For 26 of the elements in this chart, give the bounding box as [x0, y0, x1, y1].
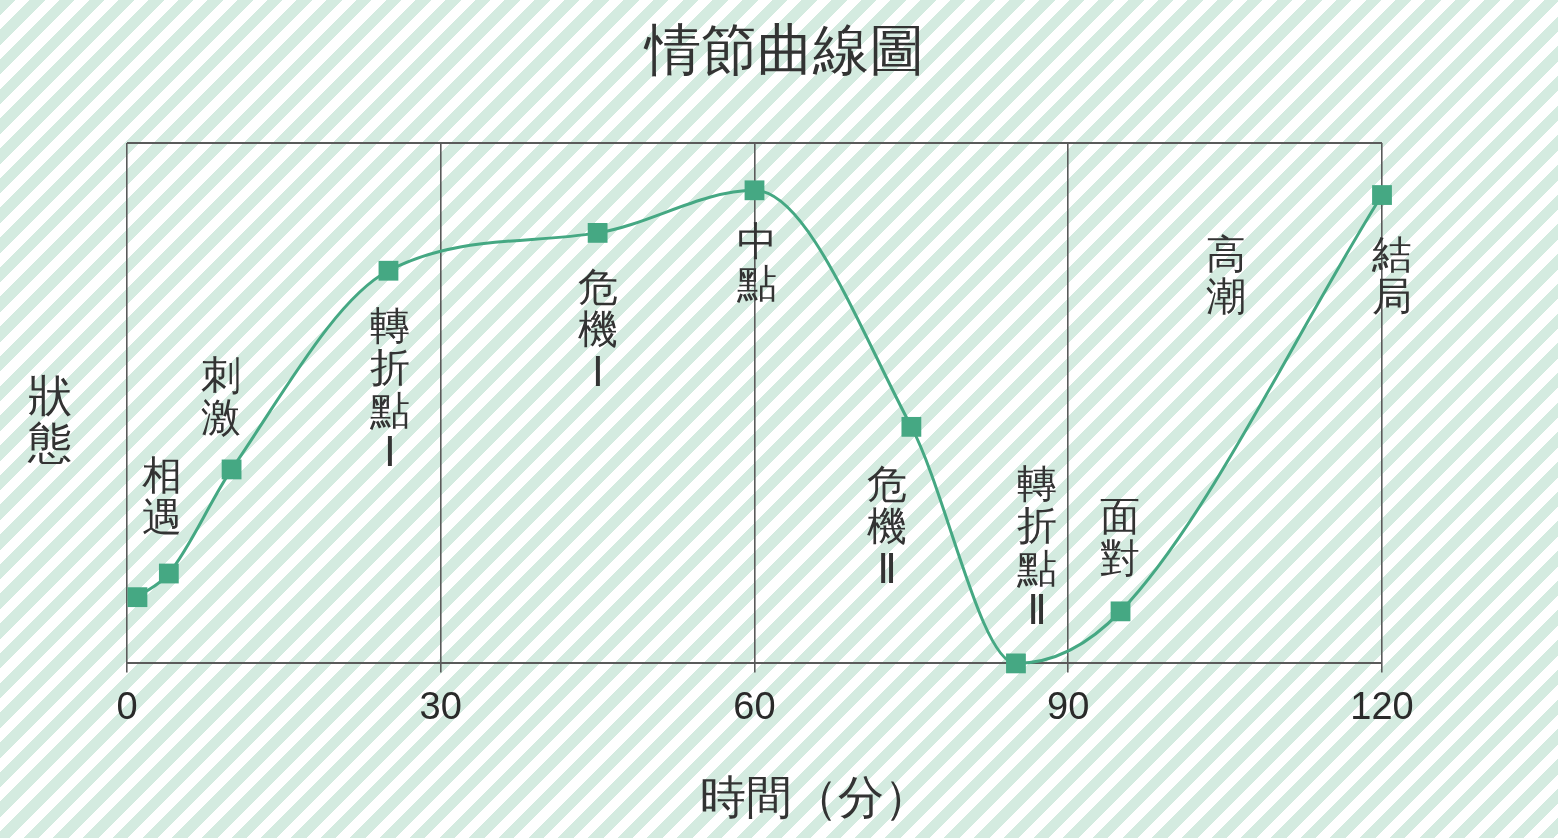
x-axis-title: 時間（分） — [700, 770, 930, 824]
x-tick-label: 120 — [1350, 684, 1414, 727]
point — [158, 563, 179, 584]
point — [587, 222, 608, 243]
x-tick-label: 0 — [116, 684, 138, 727]
point — [744, 180, 765, 201]
annotation: 刺激 — [201, 351, 241, 440]
annotation: 相遇 — [142, 451, 182, 540]
annotation: 危機Ⅰ — [578, 264, 618, 396]
y-axis-title: 狀態 — [28, 370, 72, 468]
point — [1372, 185, 1392, 205]
annotation: 轉折點Ⅰ — [370, 302, 410, 476]
point — [901, 416, 922, 437]
annotation: 高潮 — [1206, 230, 1246, 319]
x-tick-label: 90 — [1047, 684, 1090, 727]
point — [127, 587, 148, 608]
point — [221, 459, 242, 480]
x-tick-label: 30 — [419, 684, 462, 727]
point — [1006, 653, 1026, 674]
annotation: 轉折點Ⅱ — [1017, 460, 1057, 634]
point — [1110, 601, 1131, 622]
chart-title: 情節曲線圖 — [645, 17, 925, 82]
annotation: 危機Ⅱ — [867, 461, 907, 593]
annotation: 面對 — [1100, 492, 1140, 581]
x-tick-label: 60 — [733, 684, 776, 727]
point — [378, 260, 399, 281]
